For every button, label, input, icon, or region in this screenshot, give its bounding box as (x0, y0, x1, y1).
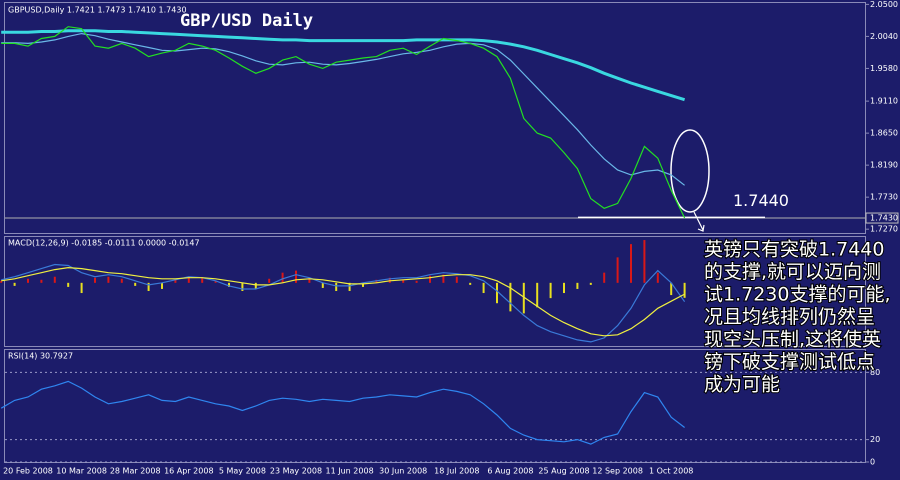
histogram-bar (335, 282, 338, 291)
x-tick-label: 5 May 2008 (219, 467, 266, 476)
histogram-bar (643, 240, 646, 283)
annotation-line: 现空头压制,这将使英 (704, 329, 881, 351)
macd-panel (4, 236, 866, 347)
histogram-bar (308, 277, 311, 283)
y-tick-label: 2.0500 (870, 0, 898, 9)
series-line (1, 26, 686, 219)
histogram-bar (536, 282, 539, 308)
x-tick-label: 1 Oct 2008 (649, 467, 693, 476)
histogram-bar (496, 282, 498, 304)
histogram-bar (53, 276, 56, 283)
histogram-bar (13, 282, 16, 286)
indicator-line (1, 263, 686, 343)
y-tick-label: 0 (870, 458, 875, 467)
histogram-bar (469, 282, 472, 285)
histogram-bar (415, 280, 418, 283)
x-tick-label: 16 Apr 2008 (164, 467, 213, 476)
histogram-bar (442, 274, 445, 283)
series-line (1, 32, 685, 186)
histogram-bar (362, 282, 364, 287)
histogram-bar (348, 282, 351, 291)
histogram-bar (549, 282, 552, 299)
histogram-bar (563, 282, 565, 294)
rsi-panel (4, 349, 866, 463)
histogram-bar (630, 244, 632, 283)
indicator-line (1, 266, 685, 337)
y-tick-label: 1.7730 (870, 193, 898, 202)
histogram-bar (120, 278, 123, 283)
last-price-label: 1.7430 (870, 214, 898, 223)
rsi-header: RSI(14) 30.7927 (8, 352, 73, 361)
annotation-line: 试1.7230支撑的可能, (704, 284, 891, 306)
histogram-bar (522, 282, 525, 314)
histogram-bar (402, 279, 405, 283)
histogram-bar (187, 276, 190, 283)
x-tick-label: 28 Mar 2008 (110, 467, 161, 476)
annotation-line: 英镑只有突破1.7440 (704, 239, 884, 261)
histogram-bar (228, 282, 230, 287)
histogram-bar (201, 277, 204, 283)
histogram-bar (576, 282, 579, 289)
x-tick-label: 23 May 2008 (270, 467, 322, 476)
annotation-line: 的支撑,就可以迈向测 (704, 261, 881, 283)
histogram-bar (482, 282, 485, 294)
x-tick-label: 10 Mar 2008 (56, 467, 107, 476)
histogram-bar (589, 282, 592, 285)
last-price-box (865, 212, 899, 224)
histogram-bar (683, 282, 686, 298)
histogram-bar (174, 279, 177, 283)
arrow (693, 211, 705, 232)
x-tick-label: 20 Feb 2008 (3, 467, 53, 476)
histogram-bar (214, 280, 217, 283)
histogram-bar (254, 282, 257, 289)
y-tick-label: 1.9110 (870, 97, 898, 106)
histogram-bar (321, 282, 324, 288)
histogram-bar (67, 282, 70, 287)
histogram-bar (616, 257, 619, 283)
annotation-line: 况且均线排列仍然呈 (704, 306, 875, 328)
series-line (0, 380, 685, 445)
histogram-bar (27, 278, 29, 283)
x-tick-label: 30 Jun 2008 (379, 467, 427, 476)
x-tick-label: 11 Jun 2008 (326, 467, 374, 476)
y-tick-label: 1.8190 (870, 161, 898, 170)
y-tick-label: 2.0040 (870, 32, 898, 41)
histogram-bar (670, 282, 673, 296)
histogram-bar (94, 277, 96, 283)
y-tick-label: 1.8650 (870, 129, 898, 138)
x-tick-label: 6 Aug 2008 (487, 467, 533, 476)
histogram-bar (455, 276, 458, 283)
series-line (1, 29, 686, 102)
histogram-bar (429, 275, 431, 283)
histogram-bar (40, 279, 43, 283)
histogram-bar (107, 276, 110, 283)
price-header: GBPUSD,Daily 1.7421 1.7473 1.7410 1.7430 (8, 6, 187, 15)
level-label: 1.7440 (733, 191, 789, 210)
x-tick-label: 12 Sep 2008 (592, 467, 643, 476)
histogram-bar (80, 282, 83, 294)
histogram-bar (241, 282, 244, 291)
histogram-bar (509, 282, 512, 312)
histogram-bar (281, 272, 284, 283)
y-tick-label: 1.7270 (870, 225, 898, 234)
histogram-bar (656, 272, 659, 283)
annotation-line: 成为可能 (704, 374, 780, 396)
annotation-line: 镑下破支撑测试低点 (704, 351, 875, 373)
macd-header: MACD(12,26,9) -0.0185 -0.0111 0.0000 -0.… (8, 239, 200, 248)
histogram-bar (0, 280, 3, 283)
histogram-bar (603, 272, 606, 283)
x-tick-label: 18 Jul 2008 (434, 467, 479, 476)
y-tick-label: 80 (870, 368, 880, 377)
histogram-bar (268, 278, 271, 283)
histogram-bar (147, 282, 150, 291)
y-tick-label: 1.9580 (870, 64, 898, 73)
highlight-ellipse (670, 129, 710, 213)
histogram-bar (161, 282, 163, 289)
histogram-bar (295, 270, 297, 283)
histogram-bar (134, 282, 137, 286)
y-tick-label: 20 (870, 435, 880, 444)
x-tick-label: 25 Aug 2008 (538, 467, 589, 476)
chart-title: GBP/USD Daily (180, 11, 313, 31)
